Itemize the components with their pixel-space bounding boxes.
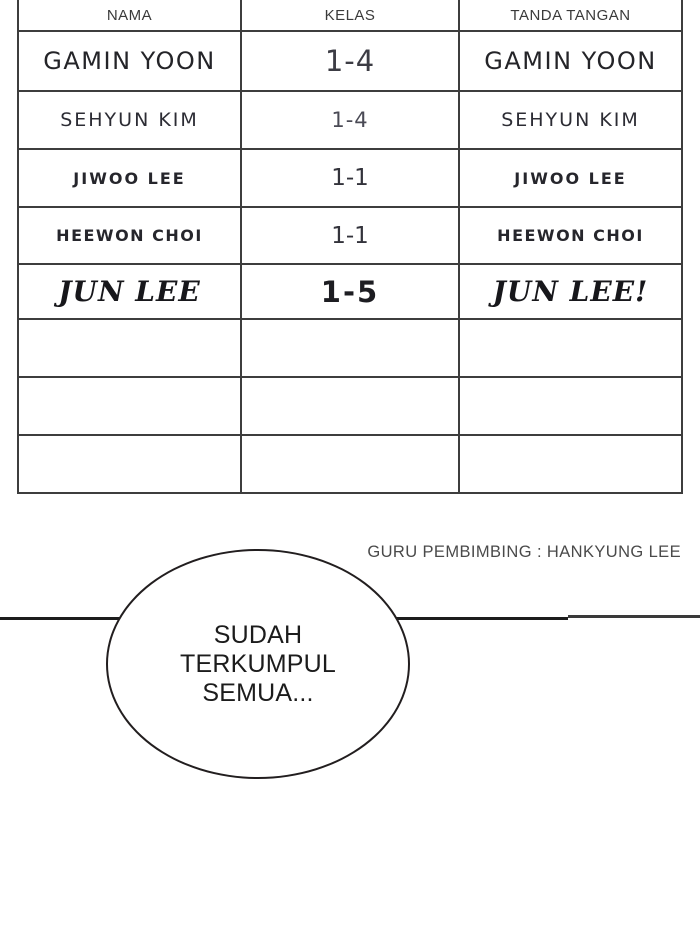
header-cell-tanda-tangan: TANDA TANGAN [458, 0, 683, 32]
cell-tanda-tangan: HEEWON CHOI [458, 206, 683, 265]
header-cell-nama: NAMA [17, 0, 242, 32]
cell-kelas: 1-1 [240, 206, 460, 265]
table-row-empty [17, 318, 683, 378]
table-row: GAMIN YOON 1-4 GAMIN YOON [17, 30, 683, 92]
cell-nama: JIWOO LEE [17, 148, 242, 208]
cell-nama: SEHYUN KIM [17, 90, 242, 150]
cell-nama: JUN LEE [17, 263, 242, 320]
cell-tanda-tangan: JUN LEE! [458, 263, 683, 320]
cell-kelas: 1-4 [240, 30, 460, 92]
cell-kelas: 1-4 [240, 90, 460, 150]
panel-divider-line-right [568, 615, 700, 618]
cell-tanda-tangan: SEHYUN KIM [458, 90, 683, 150]
cell-nama: HEEWON CHOI [17, 206, 242, 265]
table-row-empty [17, 376, 683, 436]
table-row: HEEWON CHOI 1-1 HEEWON CHOI [17, 206, 683, 265]
speech-bubble-text: SUDAH TERKUMPUL SEMUA... [180, 621, 336, 708]
cell-kelas: 1-5 [240, 263, 460, 320]
header-row: NAMA KELAS TANDA TANGAN [17, 0, 683, 32]
cell-kelas: 1-1 [240, 148, 460, 208]
table-row: JUN LEE 1-5 JUN LEE! [17, 263, 683, 320]
cell-tanda-tangan: JIWOO LEE [458, 148, 683, 208]
attendance-table: NAMA KELAS TANDA TANGAN GAMIN YOON 1-4 G… [17, 0, 683, 494]
cell-nama [17, 376, 242, 436]
cell-kelas [240, 376, 460, 436]
table-row: SEHYUN KIM 1-4 SEHYUN KIM [17, 90, 683, 150]
cell-kelas [240, 434, 460, 494]
cell-tanda-tangan [458, 376, 683, 436]
supervisor-note: GURU PEMBIMBING : HANKYUNG LEE [367, 543, 681, 561]
cell-kelas [240, 318, 460, 378]
cell-nama: GAMIN YOON [17, 30, 242, 92]
cell-nama [17, 318, 242, 378]
cell-tanda-tangan [458, 318, 683, 378]
header-cell-kelas: KELAS [240, 0, 460, 32]
speech-line: SEMUA... [202, 678, 314, 707]
speech-bubble: SUDAH TERKUMPUL SEMUA... [106, 549, 410, 779]
cell-tanda-tangan [458, 434, 683, 494]
cell-nama [17, 434, 242, 494]
table-row: JIWOO LEE 1-1 JIWOO LEE [17, 148, 683, 208]
signup-sheet: NAMA KELAS TANDA TANGAN GAMIN YOON 1-4 G… [17, 0, 683, 494]
speech-line: SUDAH [213, 620, 303, 649]
cell-tanda-tangan: GAMIN YOON [458, 30, 683, 92]
speech-line: TERKUMPUL [180, 649, 336, 678]
table-row-empty [17, 434, 683, 494]
